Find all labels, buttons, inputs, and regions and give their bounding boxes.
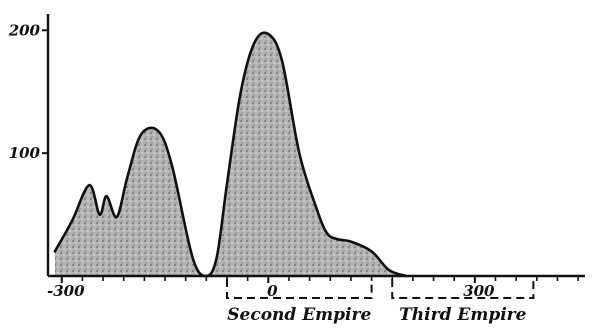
x-tick-label: 300 [463,282,495,300]
x-tick-label: -300 [47,282,85,300]
ticks-group: -300 0 300 100 200 [8,21,495,300]
x-tick-label: 0 [267,282,278,300]
period-bracket [391,279,535,299]
period-label: Third Empire [399,305,526,325]
y-tick-label: 100 [9,144,41,162]
area-line-0 [53,31,408,278]
area-series-group [53,31,408,278]
period-brackets-group: Second Empire Third Empire [226,279,535,325]
y-tick-label: 200 [8,21,41,39]
period-label: Second Empire [227,305,371,325]
period-bracket [226,279,373,299]
